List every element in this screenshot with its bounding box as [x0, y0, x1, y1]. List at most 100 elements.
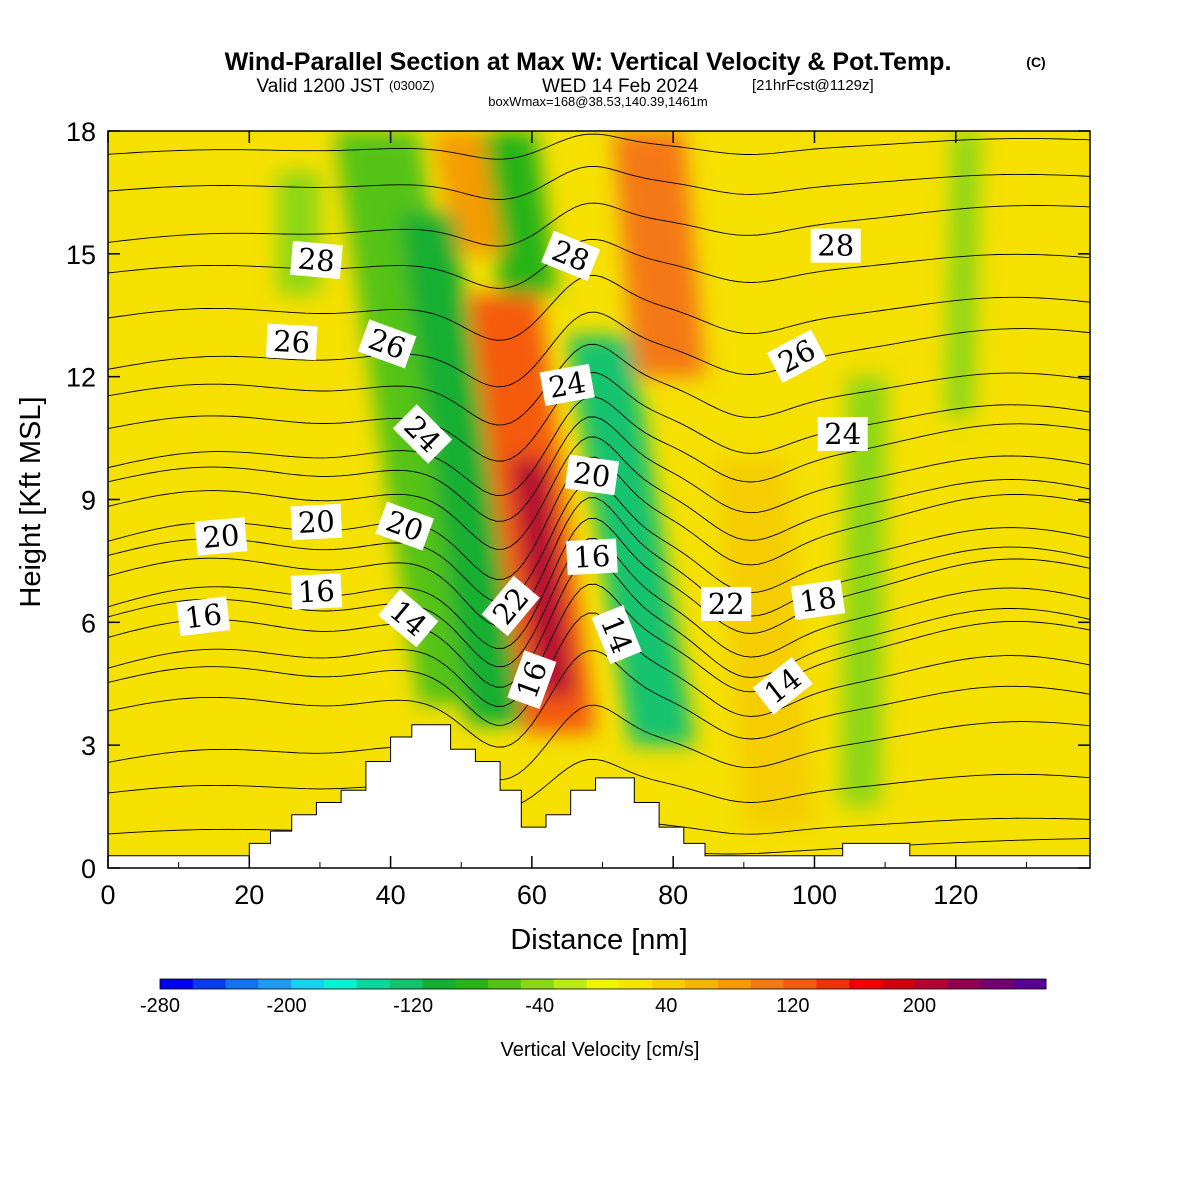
contour-label-text: 28: [297, 241, 337, 278]
isentrope-line: [108, 650, 1090, 748]
isentrope-line: [108, 133, 1090, 160]
y-tick-label: 15: [66, 240, 96, 270]
contour-label-text: 24: [546, 365, 588, 405]
colorbar-tick-label: -40: [525, 995, 554, 1017]
velocity-feature: [510, 458, 575, 697]
chart-title: Wind-Parallel Section at Max W: Vertical…: [225, 48, 952, 76]
x-tick-label: 20: [234, 880, 264, 910]
isentrope-line: [108, 436, 1090, 550]
colorbar-swatch: [980, 979, 1014, 989]
valid-prefix: Valid 1200 JST: [257, 76, 385, 97]
contour-label-box: [810, 228, 861, 263]
colorbar-swatch: [422, 979, 456, 989]
y-tick-label: 3: [81, 731, 96, 761]
colorbar-swatch: [520, 979, 555, 989]
colorbar-tick-label: 40: [655, 995, 677, 1017]
isentrope-line: [108, 396, 1090, 496]
contour-label-box: [752, 657, 813, 715]
colorbar-swatch: [586, 979, 620, 989]
x-tick-label: 0: [100, 880, 115, 910]
contour-label: 24: [817, 417, 868, 451]
contour-label: 28: [290, 240, 343, 280]
contour-label: 16: [176, 596, 231, 637]
contour-label-box: [357, 319, 417, 369]
contour-label-box: [566, 538, 618, 576]
y-tick-label: 9: [81, 486, 96, 516]
contour-label-text: 20: [297, 504, 336, 540]
isentrope-line: [108, 704, 1090, 781]
contour-label-text: 16: [297, 574, 336, 610]
x-tick-label: 100: [792, 880, 837, 910]
contour-label: 20: [194, 517, 248, 556]
colorbar-swatch: [291, 979, 325, 989]
isentrope-line: [108, 517, 1090, 649]
colorbar-tick-label: -280: [140, 995, 180, 1017]
isentrope-line: [108, 583, 1090, 707]
isentrope-line: [108, 238, 1090, 289]
isentrope-line: [108, 497, 1090, 627]
contour-label-text: 26: [272, 324, 311, 360]
contour-label-text: 24: [824, 417, 861, 451]
colorbar-swatch: [488, 979, 522, 989]
colorbar-swatch: [160, 979, 194, 989]
y-tick-label: 0: [81, 854, 96, 884]
valid-utc: (0300Z): [389, 78, 435, 93]
contour-label-box: [290, 503, 343, 541]
contour-label-box: [176, 596, 231, 637]
y-tick-label: 12: [66, 363, 96, 393]
box-info: boxWmax=168@38.53,140.39,1461m: [488, 94, 708, 109]
contour-label-text: 20: [201, 518, 241, 555]
contour-label-box: [817, 417, 868, 451]
contour-label-box: [290, 573, 343, 610]
colorbar-tick-label: -120: [393, 995, 433, 1017]
y-tick-label: 18: [66, 117, 96, 147]
contour-label-box: [392, 404, 453, 464]
isentrope-line: [108, 202, 1090, 247]
contour-label: 24: [539, 363, 595, 406]
contour-label: 28: [810, 228, 861, 263]
colorbar-swatch: [356, 979, 391, 989]
isentrope-line: [108, 311, 1090, 388]
colorbar-swatch: [750, 979, 784, 989]
colorbar-title: Vertical Velocity [cm/s]: [501, 1039, 700, 1061]
contour-label: 22: [701, 586, 752, 621]
contour-label-text: 20: [571, 455, 612, 494]
copyright-mark: (C): [1026, 54, 1045, 70]
colorbar-swatch: [553, 979, 588, 989]
isentrope-line: [108, 372, 1090, 462]
colorbar-swatch: [783, 979, 817, 989]
x-tick-label: 60: [517, 880, 547, 910]
contour-label-box: [507, 650, 557, 710]
contour-label-box: [378, 589, 439, 648]
colorbar-swatch: [1013, 979, 1047, 989]
x-tick-label: 80: [658, 880, 688, 910]
contour-label-box: [541, 230, 601, 282]
contour-label: 16: [290, 573, 343, 610]
isentrope-line: [108, 275, 1090, 341]
colorbar-tick-label: 120: [776, 995, 809, 1017]
plot-area: [108, 131, 1090, 868]
valid-date: WED 14 Feb 2024: [542, 76, 699, 97]
velocity-feature: [613, 131, 705, 377]
colorbar-swatch: [652, 979, 686, 989]
colorbar-swatch: [881, 979, 916, 989]
y-tick-label: 6: [81, 608, 96, 638]
contour-label: 20: [564, 454, 620, 496]
contour-label-text: 18: [797, 580, 838, 619]
isentrope-line: [108, 343, 1090, 426]
colorbar-frame: [159, 978, 1047, 990]
contour-label-box: [591, 605, 642, 665]
contour-label-box: [790, 579, 846, 621]
contour-label-box: [481, 575, 540, 637]
velocity-feature: [945, 131, 981, 418]
y-axis-title: Height [Kft MSL]: [15, 396, 47, 607]
colorbar-swatch: [619, 979, 653, 989]
isentrope-line: [108, 612, 1090, 726]
isentrope-line: [108, 165, 1090, 200]
colorbar-swatch: [455, 979, 489, 989]
colorbar-swatch: [685, 979, 719, 989]
colorbar-swatch: [717, 979, 752, 989]
contour-label: 18: [790, 579, 846, 621]
contour-label-box: [375, 501, 435, 551]
